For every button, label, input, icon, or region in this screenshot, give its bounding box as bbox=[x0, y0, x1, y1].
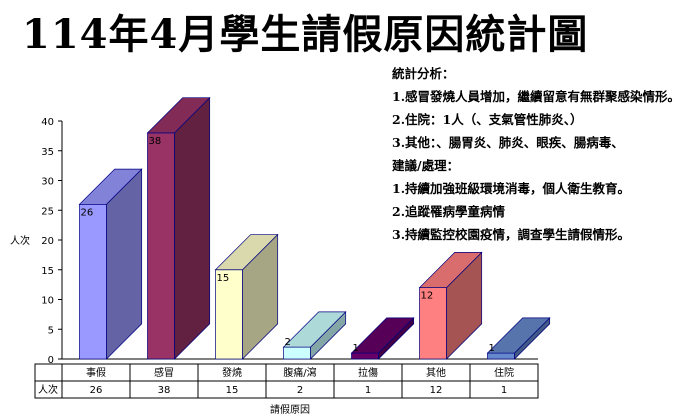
bar bbox=[419, 287, 447, 360]
bar-value-label: 26 bbox=[81, 207, 94, 218]
x-category-label: 事假 bbox=[86, 366, 106, 379]
y-tick-label: 5 bbox=[48, 325, 54, 336]
analysis-line: 2.住院：1人（、支氣管性肺炎、） bbox=[392, 112, 583, 127]
bar-value-label: 2 bbox=[285, 337, 291, 348]
analysis-line: 2.追蹤罹病學童病情 bbox=[392, 204, 506, 219]
analysis-line: 統計分析： bbox=[392, 66, 455, 81]
x-category-label: 住院 bbox=[494, 366, 514, 379]
y-tick-label: 0 bbox=[48, 355, 54, 366]
bar-value-label: 12 bbox=[421, 291, 434, 302]
bar-value-label: 1 bbox=[489, 343, 495, 354]
y-axis-title: 人次 bbox=[10, 234, 30, 247]
analysis-line: 1.持續加強班級環境消毒，個人衛生教育。 bbox=[392, 181, 631, 196]
analysis-line: 3.持續監控校園疫情，調查學生請假情形。 bbox=[392, 227, 631, 242]
chart-title: 114年4月學生請假原因統計圖 bbox=[22, 11, 589, 58]
bar bbox=[283, 346, 311, 360]
bar-top bbox=[146, 97, 211, 134]
bar-top bbox=[350, 317, 415, 354]
x-category-label: 腹痛/瀉 bbox=[283, 366, 316, 379]
bar-top bbox=[486, 317, 551, 354]
x-axis-title: 請假原因 bbox=[270, 403, 310, 416]
data-table-value: 12 bbox=[430, 385, 443, 396]
analysis-panel: 統計分析： 1.感冒發燒人員增加，繼續留意有無群聚感染情形。 2.住院：1人（、支氣… bbox=[392, 62, 697, 246]
x-category-label: 感冒 bbox=[154, 366, 174, 379]
y-tick-label: 25 bbox=[41, 206, 54, 217]
y-tick-label: 15 bbox=[41, 266, 54, 277]
bar-value-label: 38 bbox=[149, 136, 162, 147]
data-table-value: 26 bbox=[90, 385, 103, 396]
x-category-label: 拉傷 bbox=[358, 366, 378, 379]
analysis-line: 建議/處理： bbox=[392, 158, 460, 173]
data-table-value: 15 bbox=[226, 385, 239, 396]
analysis-line: 3.其他：、腸胃炎、肺炎、眼疾、腸病毒、 bbox=[392, 135, 624, 150]
y-tick-label: 10 bbox=[41, 296, 54, 307]
y-tick-label: 35 bbox=[41, 147, 54, 158]
data-table-value: 38 bbox=[158, 385, 171, 396]
bar-value-label: 15 bbox=[217, 273, 230, 284]
bar-top bbox=[78, 168, 143, 205]
bar-value-label: 1 bbox=[353, 343, 359, 354]
data-table-value: 1 bbox=[501, 385, 507, 396]
x-category-label: 其他 bbox=[426, 366, 446, 379]
data-table-row-label: 人次 bbox=[38, 383, 58, 396]
data-table-value: 1 bbox=[365, 385, 371, 396]
bar bbox=[79, 203, 107, 360]
analysis-line: 1.感冒發燒人員增加，繼續留意有無群聚感染情形。 bbox=[392, 89, 681, 104]
y-tick-label: 20 bbox=[41, 236, 54, 247]
bar bbox=[147, 132, 175, 360]
y-tick-label: 30 bbox=[41, 177, 54, 188]
x-category-label: 發燒 bbox=[222, 366, 242, 379]
data-table-value: 2 bbox=[297, 385, 303, 396]
bar-side bbox=[174, 96, 211, 360]
y-tick-label: 40 bbox=[41, 117, 54, 128]
bar-top bbox=[214, 234, 279, 271]
bar-top bbox=[282, 311, 347, 348]
bar-top bbox=[418, 252, 483, 288]
